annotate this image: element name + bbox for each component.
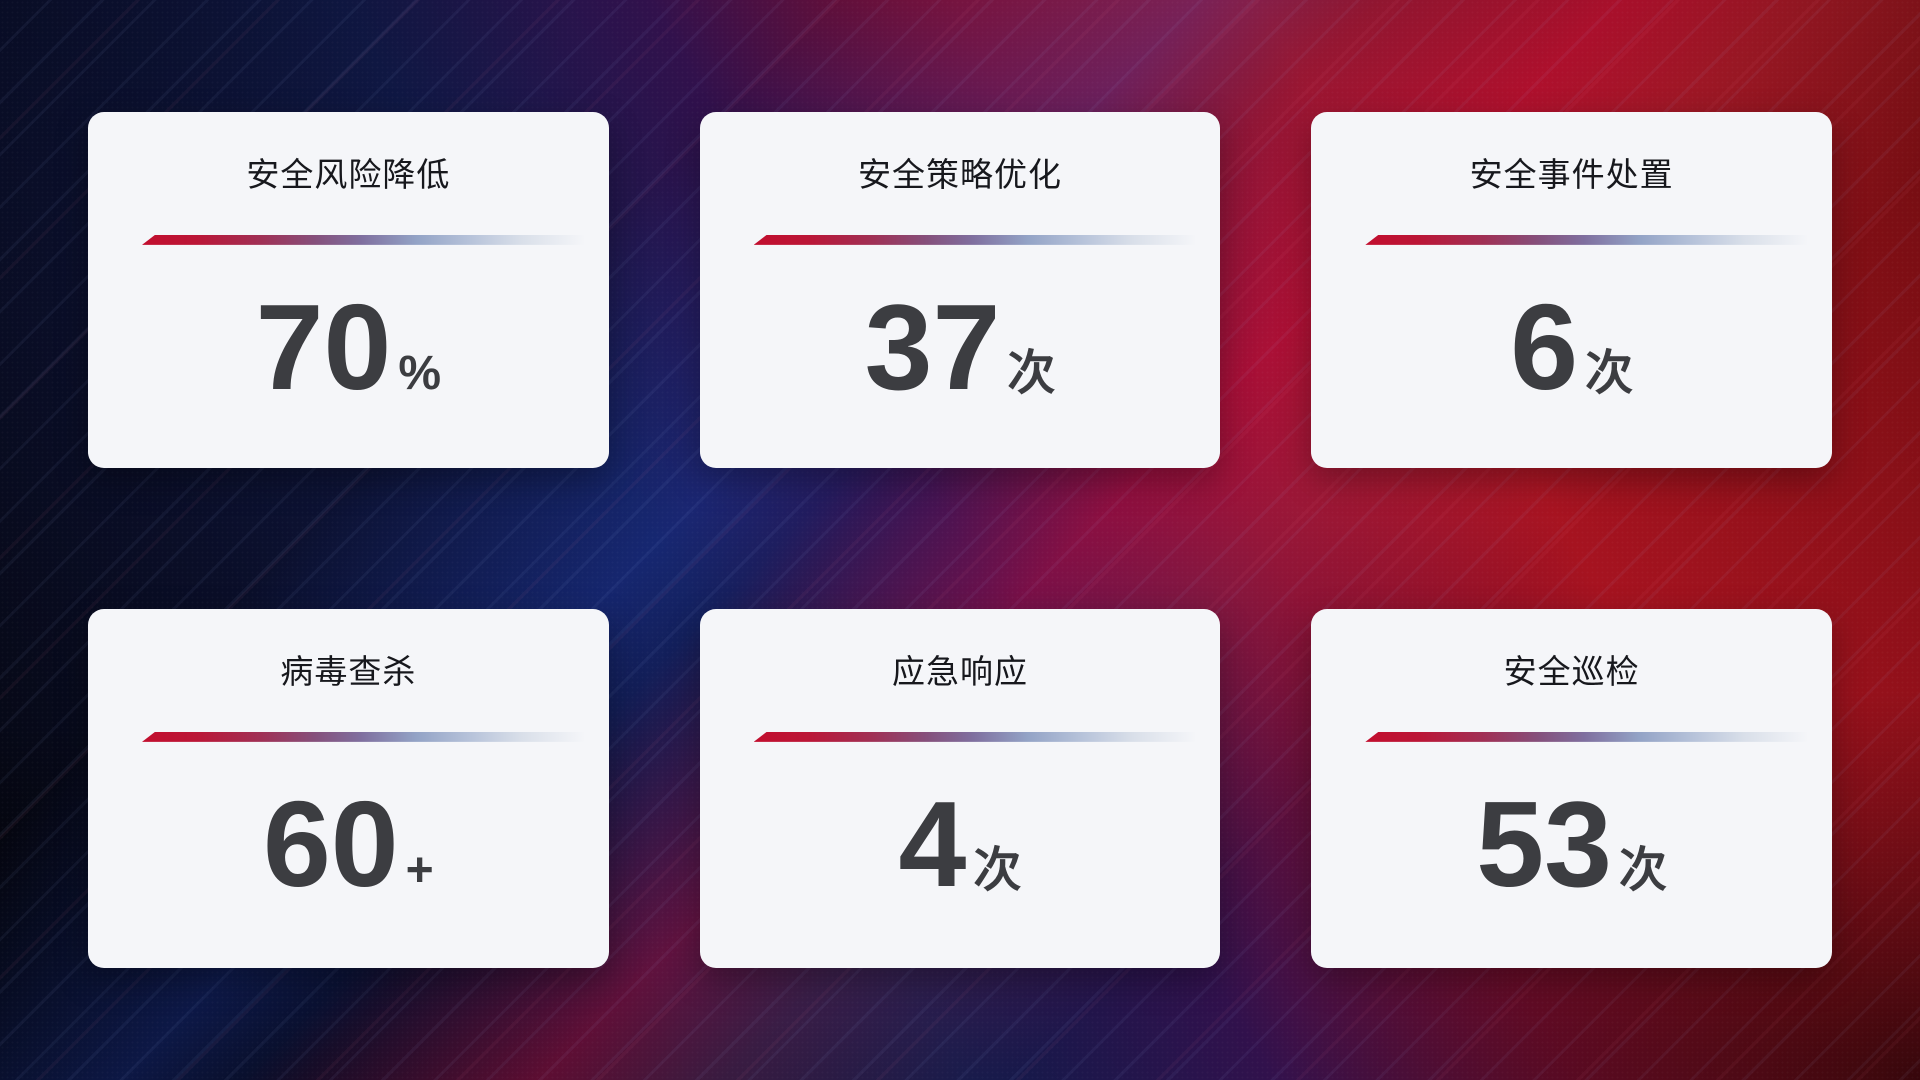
stat-card-title: 安全策略优化 [857,156,1062,193]
gradient-divider [1365,731,1822,742]
stat-value: 53 [1476,775,1612,912]
stat-unit: + [405,843,434,897]
stat-card-title: 安全风险降低 [246,156,451,193]
stat-card-security-inspection: 安全巡检 53 次 [1311,609,1832,968]
stat-value: 6 [1510,278,1579,415]
stat-unit: 次 [1619,843,1668,897]
gradient-divider [142,731,599,742]
stat-value: 70 [255,278,392,415]
stat-unit: 次 [973,843,1022,897]
stat-card-title: 应急响应 [891,653,1028,690]
stat-card-value-row: 70% [256,283,441,411]
stat-card-risk-reduction: 安全风险降低 70% [88,112,609,468]
stat-value: 37 [864,278,1001,415]
stat-value: 4 [898,775,967,912]
gradient-divider [1365,234,1822,245]
stat-unit: 次 [1007,346,1056,400]
stat-card-policy-optimization: 安全策略优化 37 次 [699,112,1221,468]
stat-card-value-row: 60 + [263,780,434,908]
stat-card-title: 安全巡检 [1503,653,1640,690]
stat-card-value-row: 53 次 [1476,780,1667,908]
stat-card-title: 病毒查杀 [280,653,417,690]
stat-value: 60 [262,775,399,912]
gradient-divider [753,234,1211,245]
stat-card-title: 安全事件处置 [1469,156,1674,193]
stat-card-virus-scan: 病毒查杀 60 + [88,609,609,968]
stat-unit: % [398,346,442,400]
stat-unit: 次 [1585,346,1634,400]
gradient-divider [142,234,599,245]
stat-card-value-row: 37 次 [865,283,1056,411]
gradient-divider [753,731,1211,742]
